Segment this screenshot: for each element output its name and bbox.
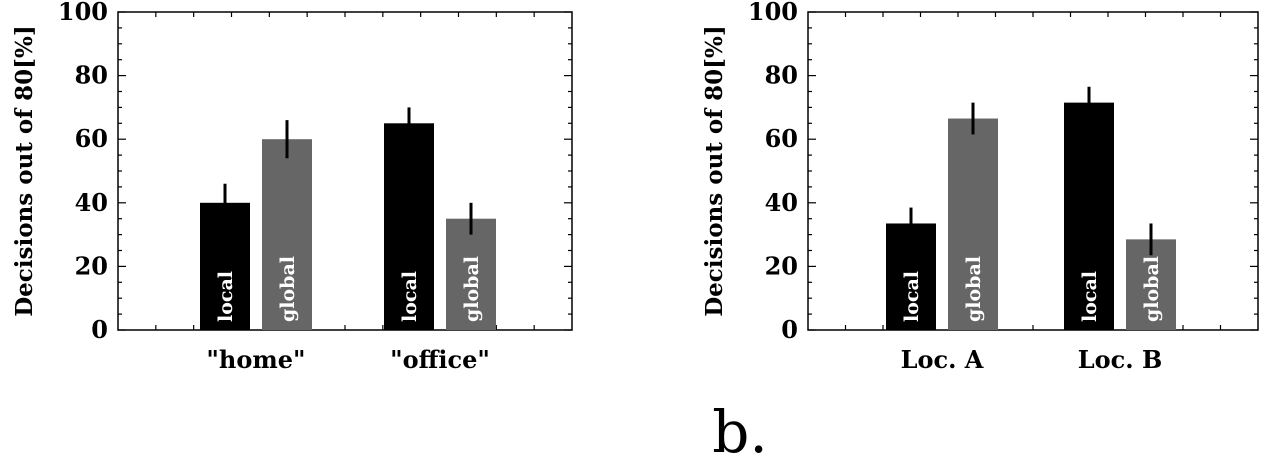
chart-right: 0 20 40 60 80 100 Decisions out of 80[%] local g…	[701, 0, 1259, 374]
bar-label: local	[901, 271, 923, 322]
bar-global	[262, 139, 312, 330]
plot-frame	[807, 11, 1259, 331]
bar-label: global	[963, 256, 985, 322]
y-tick-label: 80	[765, 61, 798, 90]
plot-frame	[117, 11, 573, 331]
y-axis-label: Decisions out of 80[%]	[11, 25, 38, 317]
chart-left: 0 20 40 60 80 100 Decisions out of 80[%] local g…	[11, 0, 573, 374]
bar-label: global	[461, 256, 483, 322]
y-tick-label: 100	[748, 0, 798, 26]
y-tick-label: 60	[75, 124, 108, 153]
y-tick-label: 20	[75, 251, 108, 280]
bar-local	[200, 202, 250, 330]
bar-label: global	[1141, 256, 1163, 322]
bar-global	[948, 118, 998, 330]
panel-label: b.	[712, 398, 768, 457]
bar-label: local	[215, 271, 237, 322]
y-tick-label: 0	[781, 315, 798, 344]
y-axis-label: Decisions out of 80[%]	[701, 25, 728, 317]
category-label: Loc. B	[1078, 345, 1163, 374]
y-tick-label: 40	[765, 188, 798, 217]
bar-label: local	[399, 271, 421, 322]
y-tick-label: 40	[75, 188, 108, 217]
bar-local	[886, 223, 936, 330]
bar-label: local	[1079, 271, 1101, 322]
y-tick-label: 100	[58, 0, 108, 26]
bar-global	[446, 218, 496, 330]
category-label: "office"	[390, 345, 490, 374]
bar-local	[1064, 102, 1114, 330]
y-tick-label: 60	[765, 124, 798, 153]
y-tick-label: 0	[91, 315, 108, 344]
y-tick-label: 20	[765, 251, 798, 280]
category-label: Loc. A	[901, 345, 984, 374]
y-tick-label: 80	[75, 61, 108, 90]
bar-label: global	[277, 256, 299, 322]
bar-local	[384, 123, 434, 330]
category-label: "home"	[206, 345, 305, 374]
